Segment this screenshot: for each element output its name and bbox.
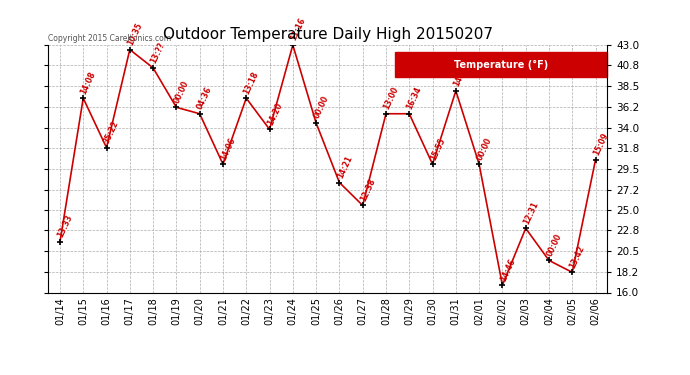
Text: 13:00: 13:00	[382, 85, 400, 111]
Text: 12:38: 12:38	[359, 177, 377, 203]
Text: 00:00: 00:00	[545, 232, 563, 258]
Text: 14:21: 14:21	[335, 154, 354, 180]
Text: 00:00: 00:00	[475, 136, 493, 161]
Text: 13:18: 13:18	[242, 70, 261, 95]
FancyBboxPatch shape	[395, 53, 607, 77]
Text: 13:33: 13:33	[56, 214, 75, 239]
Text: Copyright 2015 Careltonics.com: Copyright 2015 Careltonics.com	[48, 33, 171, 42]
Text: 11:16: 11:16	[289, 16, 307, 42]
Text: 13:42: 13:42	[569, 244, 586, 270]
Text: 35:22: 35:22	[103, 119, 121, 145]
Text: 04:36: 04:36	[196, 85, 214, 111]
Text: 15:09: 15:09	[591, 131, 610, 157]
Text: 15:55: 15:55	[428, 136, 446, 161]
Text: 12:31: 12:31	[522, 200, 540, 225]
Title: Outdoor Temperature Daily High 20150207: Outdoor Temperature Daily High 20150207	[163, 27, 493, 42]
Text: 13:??: 13:??	[149, 41, 167, 65]
Text: 00:00: 00:00	[312, 94, 331, 120]
Text: Temperature (°F): Temperature (°F)	[454, 60, 548, 70]
Text: 14:06: 14:06	[219, 136, 237, 161]
Text: 10:35: 10:35	[126, 21, 144, 47]
Text: 14:46: 14:46	[498, 257, 517, 282]
Text: 14:13: 14:13	[452, 62, 470, 88]
Text: 14:08: 14:08	[79, 70, 98, 95]
Text: 16:34: 16:34	[405, 85, 424, 111]
Text: 00:00: 00:00	[172, 79, 190, 105]
Text: 14:20: 14:20	[266, 101, 284, 126]
